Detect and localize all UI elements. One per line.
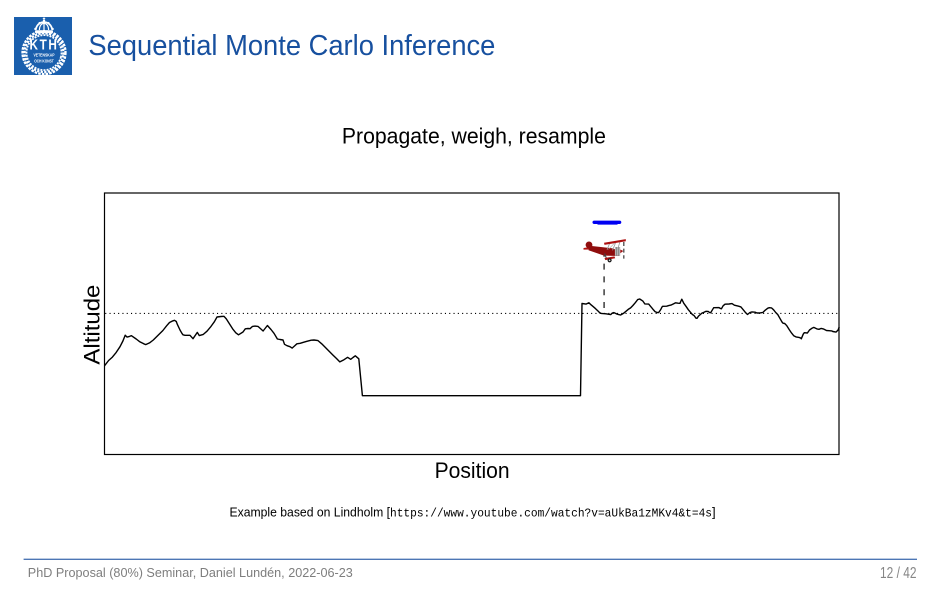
svg-text:VETENSKAP: VETENSKAP <box>34 53 55 58</box>
svg-text:Altitude: Altitude <box>79 285 104 365</box>
svg-text:KTH: KTH <box>30 38 59 54</box>
svg-text:Sequential Monte Carlo Inferen: Sequential Monte Carlo Inference <box>88 30 495 62</box>
svg-text:Example based on Lindholm [htt: Example based on Lindholm [https://www.y… <box>230 504 716 520</box>
svg-text:12 / 42: 12 / 42 <box>880 565 917 582</box>
svg-text:Position: Position <box>435 458 510 483</box>
svg-text:OCH KONST: OCH KONST <box>34 59 54 64</box>
svg-text:PhD Proposal (80%) Seminar, Da: PhD Proposal (80%) Seminar, Daniel Lundé… <box>28 565 353 580</box>
svg-text:Propagate, weigh, resample: Propagate, weigh, resample <box>342 123 606 148</box>
